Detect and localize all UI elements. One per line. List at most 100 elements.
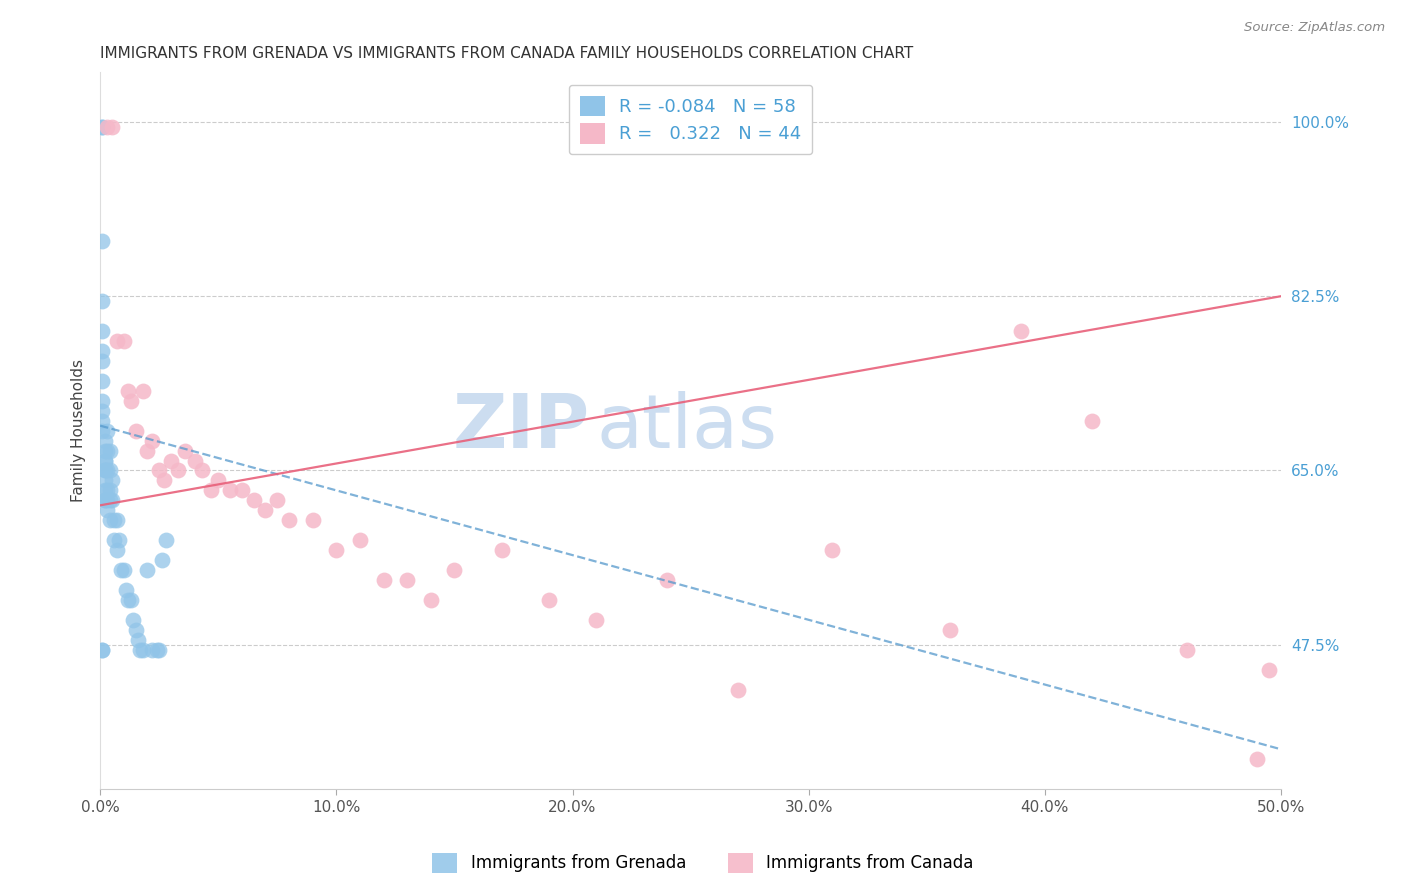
Point (91, 642, 114, 657)
Point (103, 513, 125, 527)
Point (110, 563, 132, 577)
Point (94, 474, 117, 488)
Legend: Immigrants from Grenada, Immigrants from Canada: Immigrants from Grenada, Immigrants from… (426, 847, 980, 880)
Point (1010, 324, 1032, 338)
Point (98, 483, 121, 498)
Point (129, 642, 152, 657)
Point (101, 120, 124, 134)
Point (150, 553, 173, 567)
Point (91, 393, 114, 408)
Point (96, 493, 118, 508)
Point (136, 563, 159, 577)
Point (153, 474, 176, 488)
Point (301, 513, 323, 527)
Point (105, 513, 128, 527)
Text: atlas: atlas (596, 391, 778, 464)
Point (207, 474, 229, 488)
Point (124, 623, 146, 637)
Point (94, 493, 117, 508)
Point (112, 563, 135, 577)
Point (91, 354, 114, 368)
Point (98, 443, 121, 458)
Point (101, 474, 124, 488)
Point (91, 343, 114, 358)
Point (94, 434, 117, 448)
Point (91, 414, 114, 428)
Point (141, 642, 163, 657)
Point (190, 463, 212, 477)
Point (91, 235, 114, 249)
Point (105, 334, 128, 348)
Point (98, 463, 121, 477)
Point (325, 543, 347, 558)
Point (91, 642, 114, 657)
Point (148, 642, 170, 657)
Point (655, 573, 678, 587)
Point (183, 453, 205, 467)
Text: IMMIGRANTS FROM GRENADA VS IMMIGRANTS FROM CANADA FAMILY HOUSEHOLDS CORRELATION : IMMIGRANTS FROM GRENADA VS IMMIGRANTS FR… (100, 46, 914, 62)
Point (254, 503, 277, 517)
Point (155, 533, 177, 548)
Point (419, 593, 441, 607)
Point (91, 324, 114, 338)
Point (266, 493, 288, 508)
Point (1081, 414, 1104, 428)
Text: ZIP: ZIP (453, 391, 591, 464)
Point (127, 632, 149, 647)
Point (200, 483, 222, 498)
Point (98, 493, 121, 508)
Point (131, 384, 153, 398)
Point (94, 463, 117, 477)
Point (146, 642, 169, 657)
Point (91, 120, 114, 134)
Point (821, 543, 844, 558)
Point (491, 543, 513, 558)
Point (94, 493, 117, 508)
Point (219, 483, 242, 498)
Point (94, 483, 117, 498)
Point (108, 533, 131, 548)
Point (373, 573, 395, 587)
Point (124, 424, 146, 438)
Point (136, 443, 159, 458)
Point (141, 434, 163, 448)
Point (120, 393, 142, 408)
Point (117, 593, 139, 607)
Point (120, 593, 142, 607)
Point (91, 294, 114, 309)
Text: Source: ZipAtlas.com: Source: ZipAtlas.com (1244, 21, 1385, 34)
Point (96, 503, 118, 517)
Point (278, 513, 301, 527)
Point (242, 493, 264, 508)
Point (91, 403, 114, 417)
Point (117, 384, 139, 398)
Point (115, 582, 138, 597)
Point (148, 463, 170, 477)
Point (396, 573, 419, 587)
Point (105, 543, 128, 558)
Point (94, 463, 117, 477)
Point (101, 493, 124, 508)
Point (160, 453, 183, 467)
Point (1246, 752, 1268, 766)
Point (349, 533, 371, 548)
Point (131, 642, 153, 657)
Point (96, 443, 118, 458)
Point (103, 533, 125, 548)
Point (443, 563, 465, 577)
Point (98, 513, 121, 527)
Point (91, 374, 114, 388)
Point (96, 483, 118, 498)
Point (174, 443, 197, 458)
Point (94, 443, 117, 458)
Point (1258, 663, 1281, 677)
Point (1175, 642, 1198, 657)
Point (112, 334, 135, 348)
Point (94, 453, 117, 467)
Legend: R = -0.084   N = 58, R =   0.322   N = 44: R = -0.084 N = 58, R = 0.322 N = 44 (569, 85, 813, 154)
Point (96, 424, 118, 438)
Point (727, 682, 749, 697)
Point (231, 483, 253, 498)
Point (96, 120, 118, 134)
Y-axis label: Family Households: Family Households (72, 359, 86, 502)
